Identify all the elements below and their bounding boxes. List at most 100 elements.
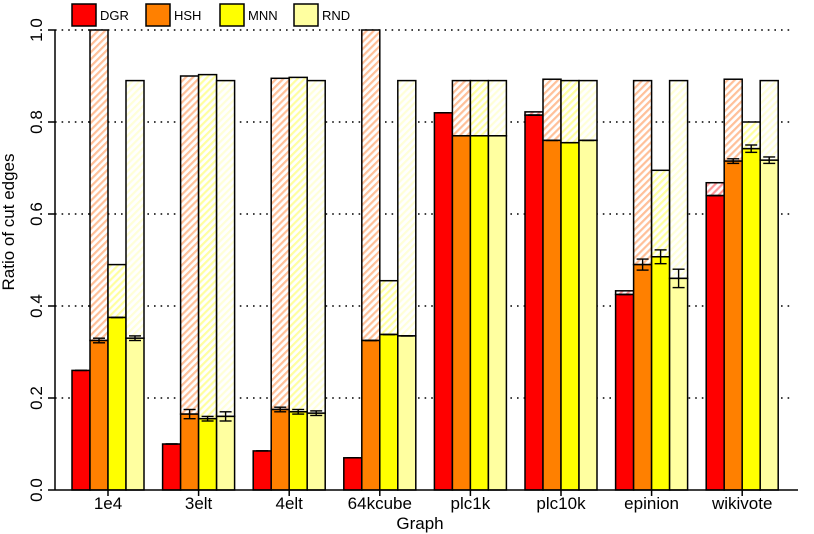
bar-upper-hsh-epinion (632, 79, 653, 266)
bar-rnd-64kcube (397, 335, 417, 491)
bar-upper-rnd-4elt (306, 79, 326, 414)
bar-upper-mnn-4elt (288, 76, 308, 413)
bar-mnn-wikivote (741, 147, 761, 491)
bar-hsh-plc10k (542, 139, 562, 491)
error-bar (201, 415, 214, 422)
x-axis-title: Graph (396, 514, 443, 533)
y-tick-label: 0.2 (27, 386, 46, 410)
bar-hsh-64kcube (361, 339, 381, 491)
bar-upper-mnn-plc10k (560, 79, 580, 144)
legend-label: HSH (174, 8, 201, 23)
legend-swatch (71, 3, 97, 27)
bar-rnd-3elt (215, 415, 236, 491)
error-bar (274, 406, 287, 413)
legend-swatch (145, 3, 171, 27)
legend-item-mnn: MNN (219, 3, 278, 27)
bar-dgr-1e4 (71, 369, 91, 491)
bar-upper-mnn-3elt (197, 73, 218, 420)
bar-mnn-64kcube (379, 333, 399, 491)
bar-upper-hsh-wikivote (723, 78, 743, 162)
legend-swatch (293, 3, 319, 27)
bar-dgr-3elt (161, 443, 182, 491)
error-bar (292, 408, 305, 415)
bar-rnd-1e4 (125, 337, 145, 491)
bar-upper-hsh-plc1k (451, 79, 472, 137)
bar-rnd-epinion (668, 277, 689, 491)
bar-upper-rnd-epinion (668, 79, 689, 280)
axes: 0.0 0.2 0.4 0.6 0.8 1.0 1e4 3elt 4elt 64kcube plc1… (27, 18, 798, 513)
bar-upper-mnn-1e4 (107, 263, 127, 319)
bar-mnn-4elt (288, 411, 308, 491)
error-bar (129, 335, 141, 342)
bar-mnn-3elt (197, 417, 218, 491)
bar-mnn-epinion (650, 256, 671, 491)
bar-upper-hsh-1e4 (89, 29, 109, 342)
bar-rnd-wikivote (759, 159, 779, 491)
bar-hsh-plc1k (451, 135, 472, 491)
error-bar (636, 258, 649, 271)
bar-dgr-4elt (252, 450, 272, 491)
bar-upper-mnn-epinion (650, 169, 671, 258)
bar-upper-mnn-64kcube (379, 279, 399, 336)
legend-label: MNN (248, 8, 278, 23)
x-tick-label: plc10k (536, 494, 586, 513)
legend: DGR HSH MNN RND (71, 3, 350, 27)
legend-item-rnd: RND (293, 3, 350, 27)
bar-dgr-wikivote (705, 194, 725, 491)
legend-item-dgr: DGR (71, 3, 129, 27)
x-tick-label: plc1k (451, 494, 491, 513)
bar-upper-hsh-plc10k (542, 78, 562, 142)
bar-upper-rnd-plc1k (487, 79, 508, 137)
bar-upper-hsh-64kcube (361, 29, 381, 342)
legend-swatch (219, 3, 245, 27)
x-tick-label: 1e4 (94, 494, 122, 513)
bar-upper-rnd-64kcube (397, 79, 417, 337)
y-tick-label: 0.8 (27, 110, 46, 134)
legend-label: RND (322, 8, 350, 23)
bar-upper-mnn-plc1k (469, 79, 490, 137)
bar-upper-rnd-wikivote (759, 79, 779, 161)
bar-dgr-plc10k (524, 114, 544, 491)
bar-dgr-64kcube (343, 457, 363, 491)
y-axis-title: Ratio of cut edges (0, 153, 18, 290)
x-tick-label: 64kcube (348, 494, 412, 513)
error-bar (310, 410, 323, 417)
error-bar (672, 268, 685, 289)
bars (71, 29, 779, 491)
bar-hsh-epinion (632, 263, 653, 491)
bar-hsh-1e4 (89, 339, 109, 491)
x-tick-label: epinion (624, 494, 679, 513)
error-bar (745, 144, 758, 154)
bar-hsh-4elt (270, 408, 290, 491)
bar-hsh-3elt (179, 413, 200, 491)
error-bar (763, 156, 776, 165)
bar-dgr-epinion (614, 293, 635, 491)
y-tick-label: 0.6 (27, 202, 46, 226)
bar-rnd-4elt (306, 412, 326, 491)
error-bar (727, 158, 740, 165)
bar-upper-dgr-wikivote (705, 181, 725, 197)
bar-dgr-plc1k (433, 112, 454, 491)
error-bar (219, 411, 232, 422)
bar-mnn-plc1k (469, 135, 490, 491)
x-tick-label: 3elt (185, 494, 213, 513)
y-tick-label: 0.4 (27, 294, 46, 318)
bar-mnn-1e4 (107, 316, 127, 491)
bar-upper-rnd-3elt (215, 79, 236, 418)
y-tick-label: 1.0 (27, 18, 46, 42)
legend-item-hsh: HSH (145, 3, 201, 27)
bar-mnn-plc10k (560, 141, 580, 491)
error-bar (654, 249, 667, 265)
x-tick-label: 4elt (275, 494, 303, 513)
error-bar (183, 408, 196, 420)
bar-upper-rnd-1e4 (125, 79, 145, 339)
bar-upper-rnd-plc10k (578, 79, 598, 142)
legend-label: DGR (100, 8, 129, 23)
bar-hsh-wikivote (723, 160, 743, 491)
bar-upper-hsh-4elt (270, 77, 290, 411)
y-tick-label: 0.0 (27, 478, 46, 502)
bar-upper-hsh-3elt (179, 75, 200, 415)
x-tick-label: wikivote (711, 494, 772, 513)
bar-rnd-plc10k (578, 139, 598, 491)
